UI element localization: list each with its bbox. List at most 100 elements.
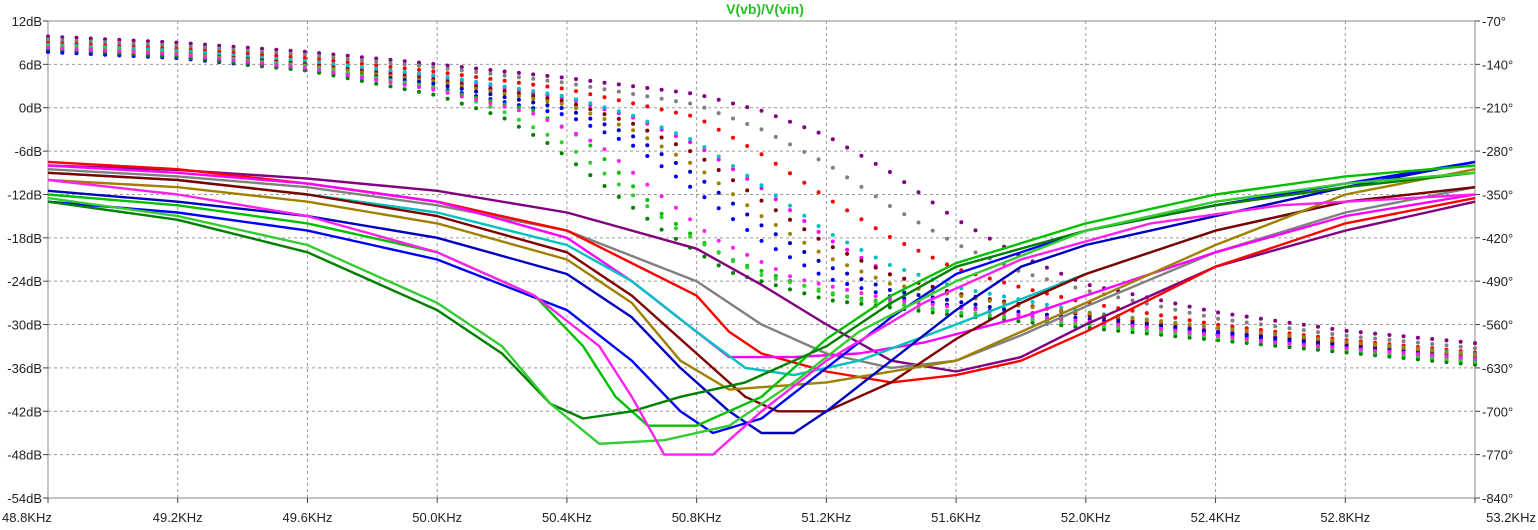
- phase-point: [459, 86, 464, 91]
- phase-point: [174, 40, 179, 45]
- phase-point: [588, 78, 593, 83]
- phase-point: [902, 180, 907, 185]
- phase-point: [1030, 288, 1035, 293]
- phase-point: [1030, 314, 1035, 319]
- phase-point: [588, 84, 593, 89]
- phase-point: [1273, 340, 1278, 345]
- phase-point: [902, 299, 907, 304]
- phase-point: [1173, 315, 1178, 320]
- phase-point: [773, 267, 778, 272]
- phase-point: [873, 265, 878, 270]
- x-tick-label: 53.2KHz: [1486, 510, 1536, 525]
- phase-point: [673, 152, 678, 157]
- phase-point: [973, 228, 978, 233]
- x-tick-label: 52.4KHz: [1191, 510, 1241, 525]
- phase-point: [1059, 295, 1064, 299]
- phase-point: [1230, 327, 1235, 332]
- phase-point: [145, 39, 150, 44]
- phase-point: [702, 94, 707, 99]
- phase-point: [559, 140, 564, 145]
- phase-point: [1173, 334, 1178, 339]
- right-tick-label: -210°: [1482, 101, 1513, 116]
- phase-point: [388, 84, 393, 89]
- phase-point: [274, 47, 279, 52]
- phase-point: [788, 255, 792, 260]
- magnitude-trace: [47, 171, 1476, 445]
- phase-point: [488, 104, 493, 109]
- phase-point: [516, 86, 521, 91]
- phase-point: [1102, 324, 1106, 329]
- phase-point: [588, 143, 593, 148]
- phase-point: [930, 307, 935, 312]
- phase-point: [1273, 343, 1278, 348]
- phase-point: [545, 84, 550, 89]
- phase-point: [702, 119, 707, 124]
- magnitude-traces: [47, 160, 1476, 456]
- phase-point: [1301, 328, 1306, 333]
- right-tick-label: -630°: [1482, 361, 1513, 376]
- phase-point: [217, 56, 222, 61]
- phase-point: [474, 106, 479, 111]
- phase-point: [574, 77, 578, 82]
- phase-point: [688, 140, 693, 145]
- phase-point: [46, 34, 50, 39]
- phase-point: [160, 43, 165, 47]
- phase-point: [103, 37, 108, 42]
- phase-point: [873, 255, 878, 260]
- phase-point: [545, 91, 550, 96]
- phase-point: [731, 164, 735, 169]
- phase-point: [1230, 318, 1235, 323]
- phase-point: [859, 277, 864, 282]
- phase-point: [402, 82, 407, 87]
- phase-point: [431, 92, 436, 97]
- phase-point: [673, 161, 678, 165]
- phase-point: [317, 51, 322, 56]
- left-tick-label: 6dB: [19, 57, 42, 72]
- phase-point: [773, 197, 778, 202]
- phase-point: [731, 257, 735, 262]
- phase-point: [845, 294, 850, 299]
- left-tick-label: 0dB: [19, 101, 42, 116]
- phase-point: [559, 124, 564, 129]
- phase-point: [830, 233, 835, 237]
- right-tick-label: -140°: [1482, 57, 1513, 72]
- phase-point: [1216, 310, 1221, 315]
- phase-point: [631, 193, 636, 198]
- phase-point: [788, 203, 792, 208]
- phase-point: [759, 214, 764, 219]
- phase-point: [1201, 320, 1206, 325]
- phase-point: [203, 55, 207, 60]
- phase-point: [759, 223, 764, 228]
- phase-point: [645, 143, 650, 148]
- phase-point: [1258, 330, 1263, 335]
- phase-point: [474, 75, 479, 79]
- phase-point: [545, 109, 550, 114]
- phase-point: [716, 157, 721, 162]
- phase-point: [474, 86, 479, 91]
- phase-point: [1473, 356, 1477, 361]
- phase-point: [773, 247, 778, 252]
- phase-point: [1130, 292, 1135, 297]
- phase-point: [916, 293, 921, 297]
- phase-point: [845, 282, 850, 286]
- phase-point: [802, 213, 807, 218]
- phase-point: [203, 45, 207, 50]
- phase-point: [845, 175, 850, 180]
- phase-point: [973, 302, 978, 307]
- phase-point: [1444, 360, 1449, 365]
- phase-point: [131, 38, 136, 43]
- phase-point: [474, 70, 479, 75]
- phase-point: [830, 137, 835, 142]
- phase-point: [1244, 329, 1249, 334]
- phase-point: [388, 64, 393, 69]
- phase-point: [559, 101, 564, 106]
- phase-point: [973, 307, 978, 312]
- phase-point: [731, 271, 735, 275]
- phase-point: [359, 58, 364, 63]
- phase-point: [531, 108, 536, 113]
- phase-point: [1044, 302, 1049, 307]
- phase-point: [388, 80, 393, 85]
- phase-point: [60, 46, 65, 51]
- phase-point: [1373, 348, 1378, 353]
- phase-point: [331, 70, 336, 75]
